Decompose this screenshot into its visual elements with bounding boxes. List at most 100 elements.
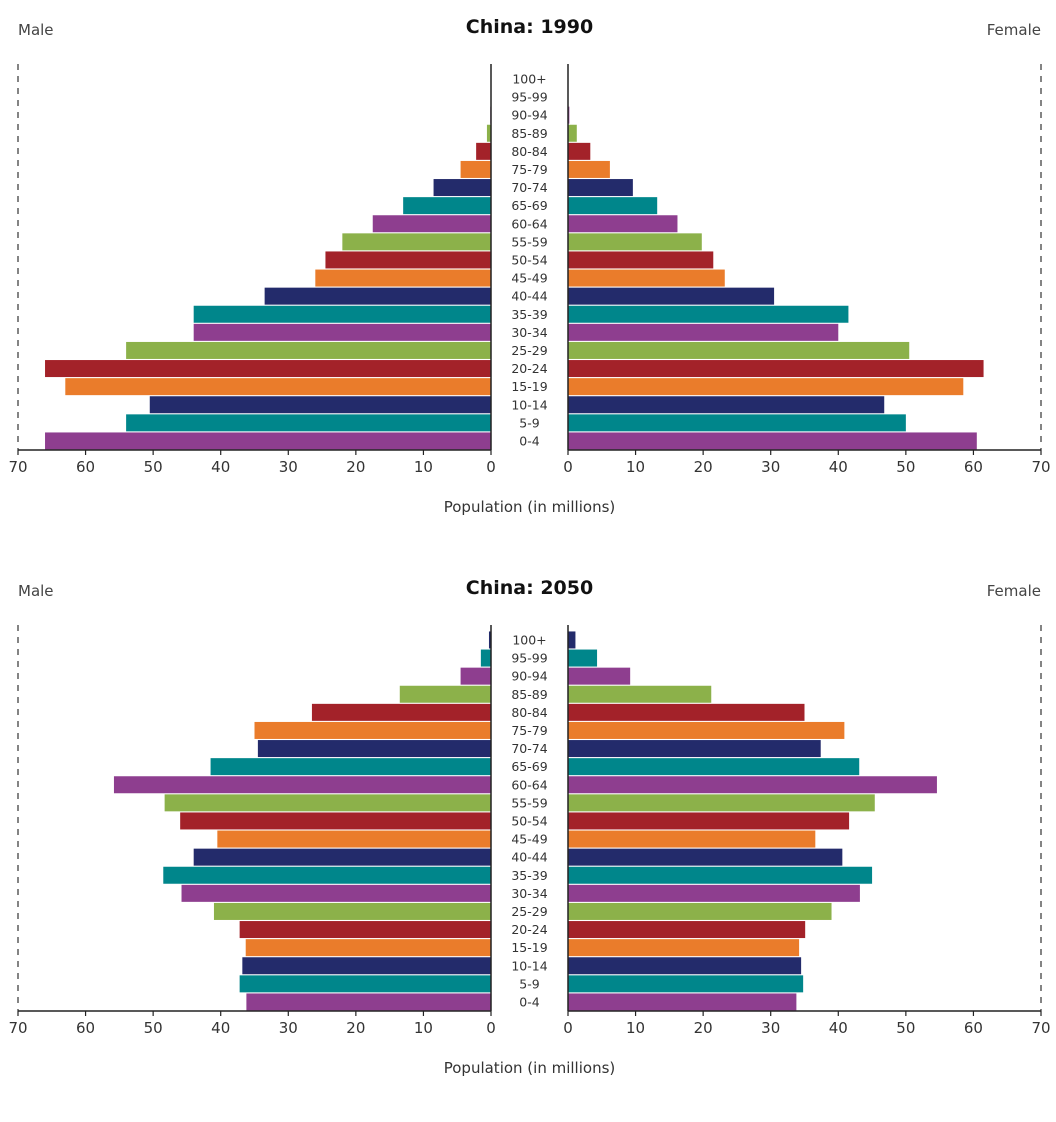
male-bar-65-69	[210, 758, 492, 776]
female-bar-35-39	[568, 305, 849, 323]
x-axis-label: Population (in millions)	[444, 1059, 616, 1077]
age-label: 30-34	[511, 886, 547, 901]
age-label: 65-69	[511, 198, 547, 213]
age-label: 5-9	[519, 976, 539, 991]
female-bar-80-84	[568, 142, 591, 160]
female-bar-15-19	[568, 378, 964, 396]
male-bar-15-19	[245, 939, 491, 957]
male-bar-50-54	[325, 251, 491, 269]
age-label: 85-89	[511, 687, 547, 702]
male-bar-90-94	[460, 667, 491, 685]
male-label: Male	[18, 582, 54, 600]
male-bar-50-54	[180, 812, 491, 830]
population-pyramid-2050: China: 2050 Male Female 0-4 5-9 10-14 15-19 20-…	[0, 561, 1056, 1122]
pyramid-svg-1990: China: 1990 Male Female 0-4 5-9 10-14 15-19 20-…	[8, 16, 1050, 516]
age-label: 70-74	[511, 180, 547, 195]
female-bar-85-89	[568, 124, 577, 142]
age-label: 15-19	[511, 379, 547, 394]
female-bar-35-39	[568, 866, 873, 884]
female-bar-75-79	[568, 721, 845, 739]
male-bar-25-29	[126, 341, 491, 359]
female-bar-75-79	[568, 160, 610, 178]
male-bar-35-39	[163, 866, 491, 884]
age-label: 80-84	[511, 705, 547, 720]
male-bar-0-4	[246, 993, 491, 1011]
male-bar-35-39	[193, 305, 491, 323]
age-label: 25-29	[511, 904, 547, 919]
male-bar-95-99	[480, 649, 491, 667]
female-bar-70-74	[568, 179, 633, 197]
x-tick-label: 20	[346, 458, 365, 476]
x-tick-label: 70	[1031, 458, 1050, 476]
male-bar-85-89	[399, 685, 491, 703]
male-bar-15-19	[65, 378, 492, 396]
male-bar-75-79	[460, 160, 491, 178]
x-tick-label: 10	[626, 1019, 645, 1037]
x-tick-label: 60	[76, 458, 95, 476]
chart-title: China: 2050	[466, 577, 593, 599]
x-tick-label: 70	[8, 1019, 27, 1037]
population-pyramid-1990: China: 1990 Male Female 0-4 5-9 10-14 15-19 20-…	[8, 16, 1050, 516]
male-bar-5-9	[239, 975, 491, 993]
age-label: 85-89	[511, 126, 547, 141]
male-bar-100+	[488, 631, 491, 649]
age-label: 60-64	[511, 777, 547, 792]
x-tick-label: 0	[563, 458, 573, 476]
x-tick-label: 10	[626, 458, 645, 476]
male-bar-80-84	[476, 142, 491, 160]
female-bar-10-14	[568, 957, 802, 975]
x-tick-label: 0	[563, 1019, 573, 1037]
x-tick-label: 40	[211, 458, 230, 476]
female-bar-70-74	[568, 740, 821, 758]
age-label: 10-14	[511, 958, 547, 973]
x-tick-label: 20	[346, 1019, 365, 1037]
age-label: 0-4	[519, 994, 539, 1009]
male-bar-55-59	[342, 233, 491, 251]
female-bar-30-34	[568, 884, 860, 902]
female-bar-60-64	[568, 215, 678, 233]
age-label: 45-49	[511, 832, 547, 847]
male-bar-70-74	[257, 740, 491, 758]
male-bar-60-64	[113, 776, 492, 794]
male-bar-75-79	[254, 721, 491, 739]
age-label: 75-79	[511, 162, 547, 177]
age-label: 30-34	[511, 325, 547, 340]
female-bar-55-59	[568, 233, 702, 251]
male-bar-80-84	[311, 703, 491, 721]
age-label: 50-54	[511, 813, 547, 828]
female-bar-5-9	[568, 975, 804, 993]
female-bar-45-49	[568, 269, 725, 287]
female-bar-80-84	[568, 703, 805, 721]
male-bar-25-29	[213, 902, 491, 920]
x-tick-label: 60	[76, 1019, 95, 1037]
female-bar-25-29	[568, 341, 910, 359]
male-bar-20-24	[239, 921, 491, 939]
female-bar-100+	[568, 631, 576, 649]
age-label: 20-24	[511, 922, 547, 937]
age-label: 15-19	[511, 940, 547, 955]
x-tick-label: 40	[829, 1019, 848, 1037]
male-bar-85-89	[486, 124, 491, 142]
age-label: 80-84	[511, 144, 547, 159]
x-tick-label: 40	[829, 458, 848, 476]
x-tick-label: 30	[279, 458, 298, 476]
male-bar-5-9	[126, 414, 491, 432]
x-tick-label: 30	[279, 1019, 298, 1037]
male-bar-70-74	[433, 179, 491, 197]
male-bar-45-49	[315, 269, 491, 287]
female-bar-5-9	[568, 414, 906, 432]
age-label: 55-59	[511, 234, 547, 249]
female-bar-55-59	[568, 794, 875, 812]
male-bar-10-14	[149, 396, 491, 414]
age-label: 100+	[512, 71, 546, 86]
x-tick-label: 0	[486, 1019, 496, 1037]
age-label: 90-94	[511, 669, 547, 684]
male-bar-60-64	[372, 215, 491, 233]
female-bar-40-44	[568, 848, 843, 866]
female-bar-45-49	[568, 830, 816, 848]
chart-title: China: 1990	[466, 16, 593, 38]
x-tick-label: 20	[694, 1019, 713, 1037]
female-bar-95-99	[568, 649, 598, 667]
female-bar-0-4	[568, 432, 977, 450]
age-label: 0-4	[519, 433, 539, 448]
